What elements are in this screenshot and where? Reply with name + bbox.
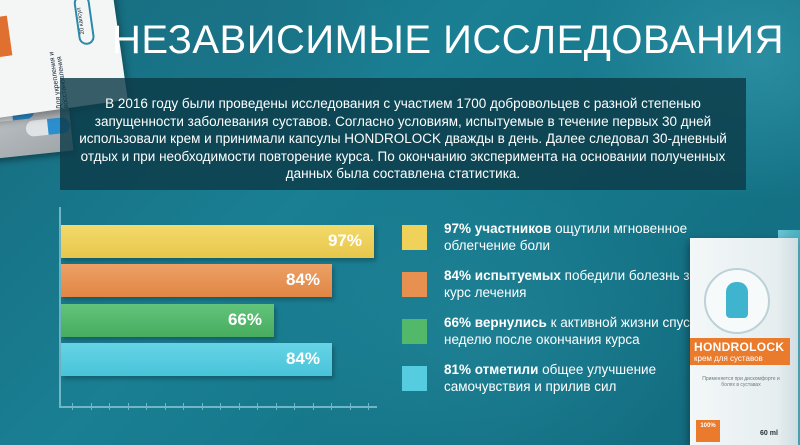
box-volume: 60 ml: [760, 430, 778, 437]
joint-emblem: [704, 268, 770, 334]
x-tick: [165, 403, 166, 410]
x-tick: [294, 403, 295, 410]
bar-value-label: 84%: [285, 270, 320, 289]
brand-subtitle: крем для суставов: [694, 354, 763, 363]
box-description: Применяется при дискомфорте и болях в су…: [702, 376, 780, 388]
bar-value-label: 66%: [227, 310, 262, 329]
x-tick: [183, 403, 184, 410]
brand-name: HONDROLOCK: [694, 340, 785, 354]
bar-relief: 97%: [61, 225, 374, 258]
bar-wellbeing: 84%: [61, 343, 332, 376]
x-tick: [202, 403, 203, 410]
chart-x-axis: [59, 406, 377, 408]
intro-text: В 2016 году были проведены исследования …: [79, 96, 727, 182]
cream-box-image: HONDROLOCK крем для суставов Применяется…: [690, 238, 798, 445]
legend-text: 84% испытуемых победили болезнь за один …: [444, 268, 731, 300]
bar-recovery: 84%: [61, 264, 332, 297]
bar-value-label: 97%: [327, 231, 362, 250]
legend-swatch-green: [402, 319, 427, 344]
x-tick: [91, 403, 92, 410]
pack-badge: 20 капсул: [72, 0, 96, 46]
brand-band: HONDROLOCK крем для суставов: [690, 338, 790, 365]
intro-panel: [60, 78, 746, 190]
x-tick: [220, 403, 221, 410]
bar-active-life: 66%: [61, 304, 274, 337]
joint-icon: [726, 282, 748, 318]
bar-value-label: 84%: [285, 349, 320, 368]
legend-swatch-cyan: [402, 366, 427, 391]
chart-y-axis: [59, 207, 61, 407]
pack-orange-band: [0, 15, 13, 59]
x-tick: [276, 403, 277, 410]
box-badge: 100%: [696, 420, 720, 442]
x-tick: [109, 403, 110, 410]
x-tick: [368, 403, 369, 410]
x-tick: [313, 403, 314, 410]
x-tick: [72, 403, 73, 410]
legend-text: 97% участников ощутили мгновенное облегч…: [444, 221, 688, 253]
x-tick: [257, 403, 258, 410]
x-tick: [350, 403, 351, 410]
legend-text: 81% отметили общее улучшение самочувстви…: [444, 362, 657, 394]
x-tick: [128, 403, 129, 410]
legend-swatch-orange: [402, 272, 427, 297]
legend-swatch-yellow: [402, 225, 427, 250]
x-tick: [146, 403, 147, 410]
legend-text: 66% вернулись к активной жизни спустя не…: [444, 315, 704, 347]
page-title: НЕЗАВИСИМЫЕ ИССЛЕДОВАНИЯ: [112, 18, 784, 62]
x-tick: [331, 403, 332, 410]
x-tick: [239, 403, 240, 410]
